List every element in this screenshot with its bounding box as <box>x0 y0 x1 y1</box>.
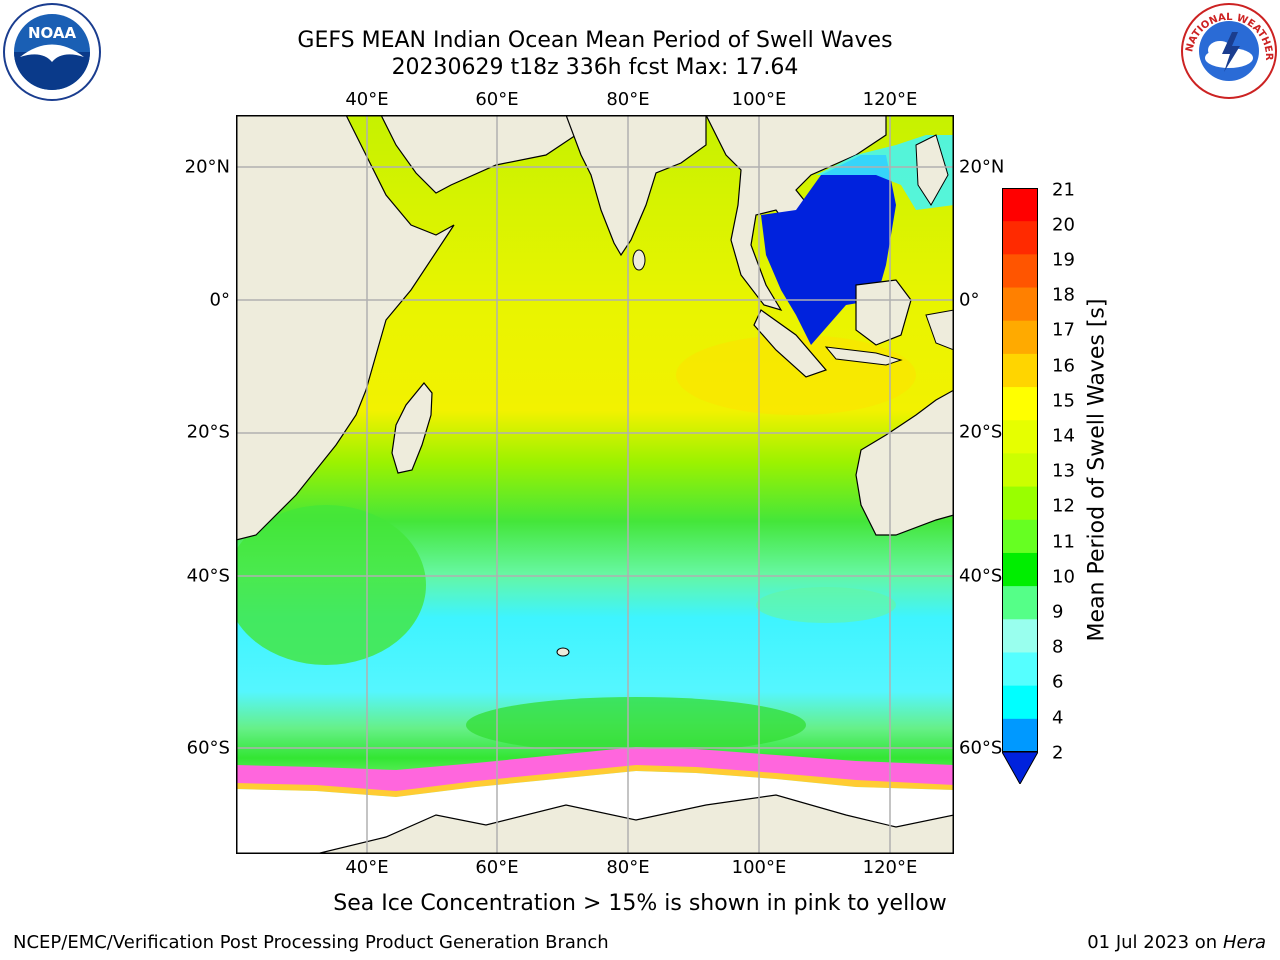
sri-lanka-land <box>632 249 646 271</box>
colorbar-swatch <box>1002 387 1038 421</box>
borneo-land <box>855 279 912 346</box>
colorbar-swatch <box>1002 188 1038 222</box>
lat-tick-left: 0° <box>209 289 230 311</box>
footer-date-text: 01 Jul 2023 on <box>1087 932 1223 953</box>
colorbar-tick: 8 <box>1052 636 1064 658</box>
colorbar-swatch <box>1002 652 1038 687</box>
colorbar-swatch <box>1002 685 1038 720</box>
footer-host: Hera <box>1222 932 1266 953</box>
lat-tick-left: 20°S <box>186 421 230 443</box>
colorbar-tick: 14 <box>1052 425 1075 447</box>
colorbar-swatches <box>1001 188 1039 786</box>
map-subtitle: 20230629 t18z 336h fcst Max: 17.64 <box>391 55 799 80</box>
colorbar-swatch <box>1002 287 1038 322</box>
kerguelen-island <box>556 647 570 657</box>
sea-ice-caption: Sea Ice Concentration > 15% is shown in … <box>333 891 947 916</box>
colorbar-swatch <box>1002 486 1038 521</box>
lon-tick-top: 40°E <box>345 89 389 110</box>
sea-ice-edge-yellow <box>236 765 954 797</box>
colorbar-tick: 2 <box>1052 742 1064 764</box>
map-canvas <box>226 114 955 855</box>
colorbar-tick: 20 <box>1052 214 1075 236</box>
lat-tick-left: 60°S <box>186 737 230 759</box>
lon-tick-top: 120°E <box>862 89 918 110</box>
map-frame <box>236 115 954 854</box>
java-land <box>824 346 903 366</box>
colorbar-tick: 12 <box>1052 495 1075 517</box>
colorbar-tick: 11 <box>1052 531 1075 553</box>
colorbar-swatch <box>1002 586 1038 620</box>
colorbar-extend-arrow <box>1001 751 1039 786</box>
colorbar-tick: 15 <box>1052 390 1075 412</box>
nws-logo: NATIONAL WEATHER SERVICE <box>1176 0 1278 100</box>
lat-tick-left: 20°N <box>184 156 230 178</box>
colorbar <box>1001 188 1039 786</box>
lon-tick-top: 60°E <box>475 89 519 110</box>
philippines-land <box>915 134 949 206</box>
colorbar-tick: 10 <box>1052 566 1075 588</box>
madagascar-land <box>391 382 433 474</box>
colorbar-tick: 4 <box>1052 707 1064 729</box>
colorbar-swatch <box>1002 519 1038 554</box>
colorbar-tick: 16 <box>1052 355 1075 377</box>
graticule <box>236 115 954 854</box>
colorbar-tick: 13 <box>1052 460 1075 482</box>
lat-tick-right: 20°S <box>959 421 1003 443</box>
swell-patch <box>756 587 896 623</box>
colorbar-swatch <box>1002 320 1038 355</box>
lon-tick-top: 100°E <box>731 89 787 110</box>
lon-tick-bottom: 60°E <box>475 857 519 878</box>
colorbar-tick: 21 <box>1052 179 1075 201</box>
colorbar-tick: 19 <box>1052 249 1075 271</box>
colorbar-swatch <box>1002 453 1038 488</box>
colorbar-tick: 9 <box>1052 601 1064 623</box>
swell-patch <box>466 697 806 753</box>
map-title: GEFS MEAN Indian Ocean Mean Period of Sw… <box>297 28 893 53</box>
colorbar-frame <box>1002 188 1038 752</box>
colorbar-swatch <box>1002 353 1038 388</box>
australia-land <box>855 388 955 536</box>
india-land <box>565 114 707 257</box>
lat-tick-right: 0° <box>959 289 980 311</box>
colorbar-swatch <box>1002 619 1038 653</box>
swell-patch <box>226 505 426 665</box>
colorbar-label: Mean Period of Swell Waves [s] <box>1084 298 1110 642</box>
lon-tick-bottom: 40°E <box>345 857 389 878</box>
lat-tick-right: 40°S <box>959 565 1003 587</box>
lat-tick-right: 20°N <box>959 156 1005 178</box>
colorbar-swatch <box>1002 718 1038 753</box>
colorbar-tick: 6 <box>1052 671 1064 693</box>
lon-tick-bottom: 100°E <box>731 857 787 878</box>
lon-tick-bottom: 120°E <box>862 857 918 878</box>
colorbar-swatch <box>1002 420 1038 454</box>
colorbar-tick: 18 <box>1052 284 1075 306</box>
lat-tick-right: 60°S <box>959 737 1003 759</box>
sumatra-land <box>753 309 828 378</box>
footer-credit: NCEP/EMC/Verification Post Processing Pr… <box>13 932 609 953</box>
footer-date: 01 Jul 2023 on Hera <box>1087 932 1266 953</box>
svg-text:NOAA: NOAA <box>28 24 77 42</box>
lon-tick-bottom: 80°E <box>606 857 650 878</box>
colorbar-swatch <box>1002 552 1038 587</box>
map-panel <box>226 114 955 855</box>
noaa-logo: NOAA <box>2 2 102 102</box>
lat-tick-left: 40°S <box>186 565 230 587</box>
colorbar-swatch <box>1002 254 1038 289</box>
colorbar-swatch <box>1002 221 1038 255</box>
colorbar-tick: 17 <box>1052 319 1075 341</box>
lon-tick-top: 80°E <box>606 89 650 110</box>
